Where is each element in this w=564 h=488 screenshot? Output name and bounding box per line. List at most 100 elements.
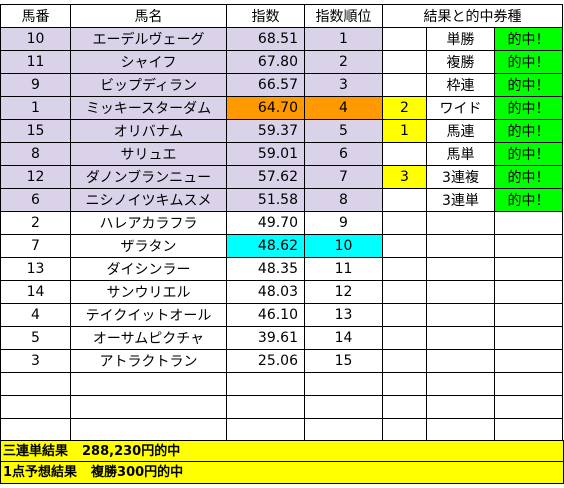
- hit-cell: 的中！: [494, 188, 563, 212]
- bet-type-cell: 枠連: [426, 73, 495, 97]
- bet-type-cell: [426, 418, 495, 442]
- table-row: 13 ダイシンラー 48.35 11: [0, 257, 563, 281]
- horse-number-cell: 14: [0, 280, 71, 304]
- index-rank-cell: 5: [304, 119, 383, 143]
- horse-name-cell: ニシノイツキムスメ: [70, 188, 227, 212]
- horse-number-cell: 1: [0, 96, 71, 120]
- table-row: 8 サリュエ 59.01 6 馬単 的中！: [0, 142, 563, 166]
- bet-type-cell: 単勝: [426, 27, 495, 51]
- index-cell: 25.06: [226, 349, 305, 373]
- index-rank-cell: 11: [304, 257, 383, 281]
- hit-cell: [494, 349, 563, 373]
- horse-number-cell: [0, 372, 71, 396]
- trifecta-result-value: 288,230円的中: [82, 444, 181, 459]
- index-cell: 67.80: [226, 50, 305, 74]
- finish-position-cell: [382, 349, 427, 373]
- header-row: 馬番 馬名 指数 指数順位 結果と的中券種: [0, 4, 563, 28]
- horse-name-cell: シャイフ: [70, 50, 227, 74]
- index-cell: 64.70: [226, 96, 305, 120]
- index-rank-cell: [304, 395, 383, 419]
- hit-cell: 的中！: [494, 27, 563, 51]
- finish-position-cell: [382, 257, 427, 281]
- header-horse-number: 馬番: [0, 4, 71, 28]
- bet-type-cell: 複勝: [426, 50, 495, 74]
- hit-cell: 的中！: [494, 119, 563, 143]
- table-row: 5 オーサムピクチャ 39.61 14: [0, 326, 563, 350]
- bet-type-cell: [426, 395, 495, 419]
- horse-number-cell: 8: [0, 142, 71, 166]
- horse-name-cell: ザラタン: [70, 234, 227, 258]
- index-rank-cell: 4: [304, 96, 383, 120]
- horse-number-cell: 11: [0, 50, 71, 74]
- index-cell: 59.37: [226, 119, 305, 143]
- horse-name-cell: ダイシンラー: [70, 257, 227, 281]
- index-rank-cell: 3: [304, 73, 383, 97]
- index-cell: [226, 418, 305, 442]
- finish-position-cell: [382, 395, 427, 419]
- horse-number-cell: 7: [0, 234, 71, 258]
- index-cell: 48.62: [226, 234, 305, 258]
- table-row: 6 ニシノイツキムスメ 51.58 8 3連単 的中！: [0, 188, 563, 212]
- index-rank-cell: 8: [304, 188, 383, 212]
- finish-position-cell: [382, 188, 427, 212]
- horse-name-cell: [70, 372, 227, 396]
- single-pick-result-row: 1点予想結果 複勝300円的中: [0, 462, 564, 484]
- horse-number-cell: 6: [0, 188, 71, 212]
- hit-cell: [494, 372, 563, 396]
- finish-position-cell: [382, 211, 427, 235]
- hit-cell: [494, 211, 563, 235]
- bet-type-cell: [426, 257, 495, 281]
- index-cell: 46.10: [226, 303, 305, 327]
- trifecta-result-label: 三連単結果: [3, 444, 69, 459]
- bet-type-cell: 3連複: [426, 165, 495, 189]
- horse-name-cell: サリュエ: [70, 142, 227, 166]
- table-row: 12 ダノンブランニュー 57.62 7 3 3連複 的中！: [0, 165, 563, 189]
- index-rank-cell: 10: [304, 234, 383, 258]
- hit-cell: [494, 234, 563, 258]
- table-row: [0, 418, 563, 442]
- horse-name-cell: エーデルヴェーグ: [70, 27, 227, 51]
- finish-position-cell: [382, 372, 427, 396]
- bet-type-cell: [426, 280, 495, 304]
- horse-name-cell: ミッキースターダム: [70, 96, 227, 120]
- hit-cell: [494, 280, 563, 304]
- horse-number-cell: 9: [0, 73, 71, 97]
- horse-name-cell: テイクイットオール: [70, 303, 227, 327]
- index-cell: 68.51: [226, 27, 305, 51]
- finish-position-cell: [382, 27, 427, 51]
- index-cell: 49.70: [226, 211, 305, 235]
- horse-number-cell: 2: [0, 211, 71, 235]
- horse-name-cell: サンウリエル: [70, 280, 227, 304]
- index-rank-cell: 7: [304, 165, 383, 189]
- horse-number-cell: 12: [0, 165, 71, 189]
- bet-type-cell: 馬単: [426, 142, 495, 166]
- hit-cell: [494, 257, 563, 281]
- index-rank-cell: 15: [304, 349, 383, 373]
- bet-type-cell: [426, 211, 495, 235]
- header-index-rank: 指数順位: [304, 4, 383, 28]
- finish-position-cell: 2: [382, 96, 427, 120]
- finish-position-cell: [382, 234, 427, 258]
- horse-name-cell: ダノンブランニュー: [70, 165, 227, 189]
- results-spreadsheet: 馬番 馬名 指数 指数順位 結果と的中券種 10 エーデルヴェーグ 68.51 1 単勝…: [0, 4, 564, 442]
- horse-name-cell: オリバナム: [70, 119, 227, 143]
- index-rank-cell: [304, 372, 383, 396]
- index-cell: 57.62: [226, 165, 305, 189]
- index-cell: 48.03: [226, 280, 305, 304]
- bet-type-cell: [426, 349, 495, 373]
- horse-name-cell: アトラクトラン: [70, 349, 227, 373]
- bet-type-cell: 馬連: [426, 119, 495, 143]
- index-cell: 48.35: [226, 257, 305, 281]
- table-row: [0, 395, 563, 419]
- bet-type-cell: 3連単: [426, 188, 495, 212]
- table-row: 10 エーデルヴェーグ 68.51 1 単勝 的中！: [0, 27, 563, 51]
- index-rank-cell: [304, 418, 383, 442]
- trifecta-result-row: 三連単結果 288,230円的中: [0, 440, 564, 462]
- finish-position-cell: [382, 142, 427, 166]
- index-cell: 59.01: [226, 142, 305, 166]
- table-row: 14 サンウリエル 48.03 12: [0, 280, 563, 304]
- index-cell: [226, 395, 305, 419]
- hit-cell: [494, 326, 563, 350]
- horse-number-cell: 5: [0, 326, 71, 350]
- table-row: 7 ザラタン 48.62 10: [0, 234, 563, 258]
